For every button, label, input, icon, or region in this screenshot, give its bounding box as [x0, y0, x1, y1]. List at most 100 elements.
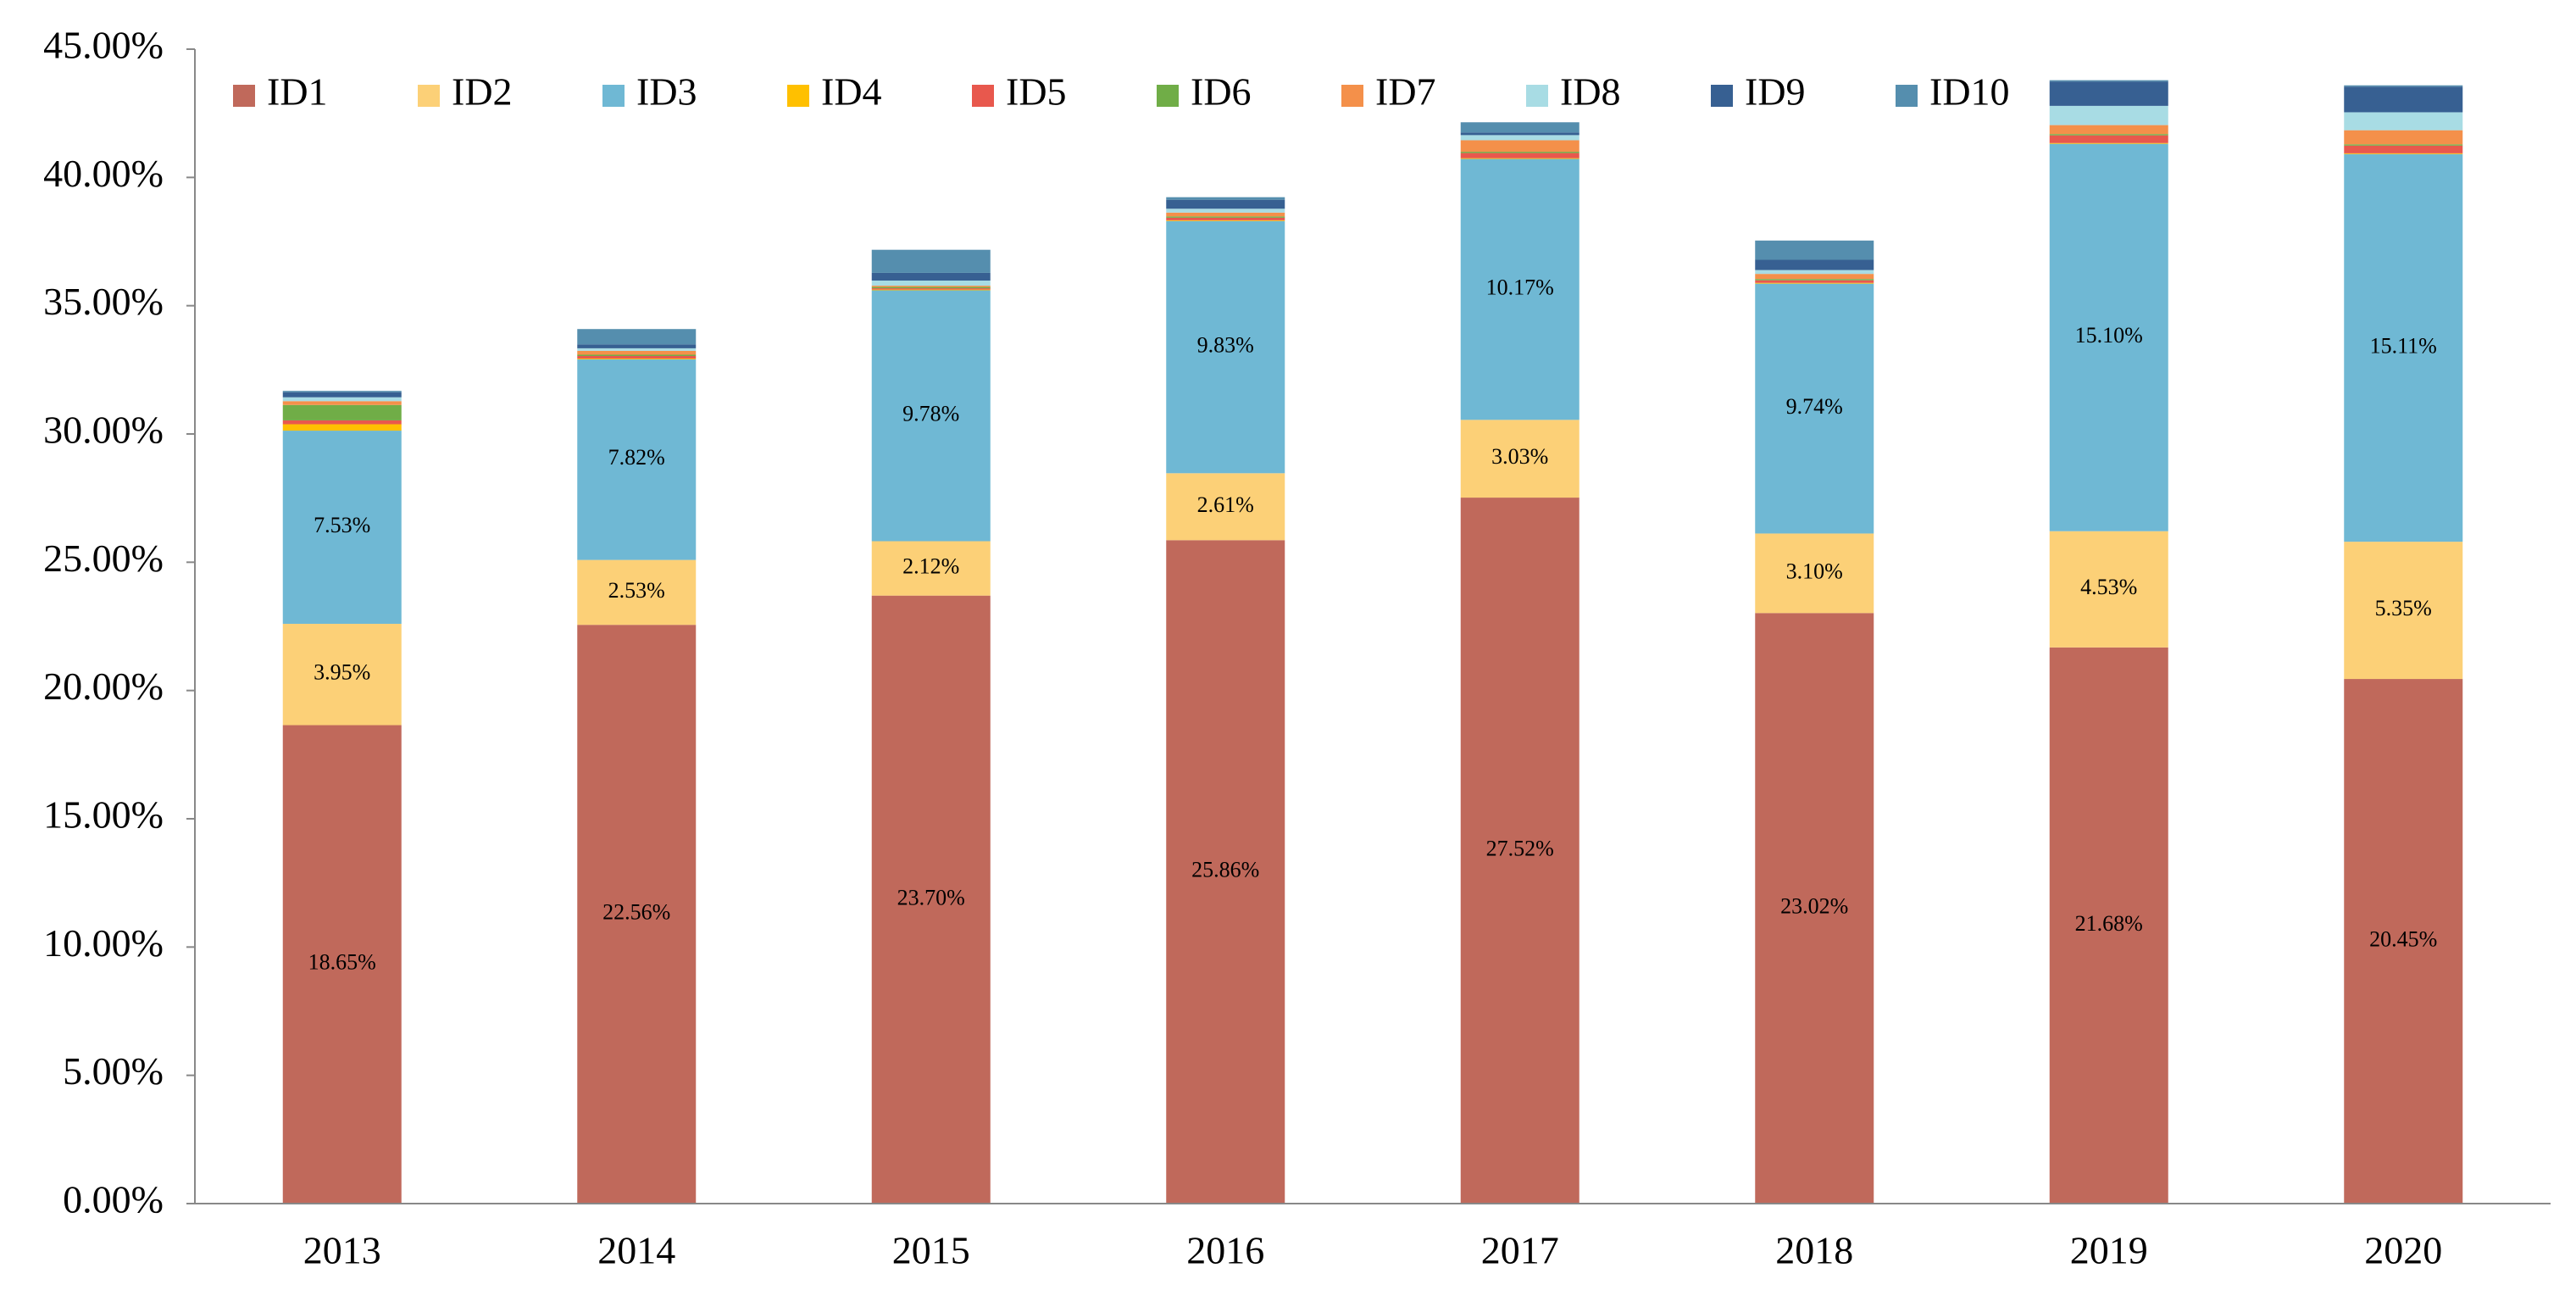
bar-segment-id7-2016: [1166, 212, 1285, 217]
bar-segment-id5-2013: [282, 420, 402, 425]
y-axis-ticks: 0.00% 5.00% 10.00% 15.00% 20.00% 25.00% 30.00%…: [43, 24, 195, 1221]
bar-segment-id6-2015: [871, 286, 991, 289]
data-label: 15.11%: [2370, 333, 2437, 358]
bar-segment-id6-2019: [2049, 134, 2168, 136]
bar-segment-id4-2020: [2344, 153, 2463, 154]
bar-segment-id2-2019: [2049, 531, 2168, 648]
bar-segment-id1-2017: [1460, 498, 1579, 1204]
data-label: 27.52%: [1486, 836, 1554, 860]
x-tick-label: 2020: [2364, 1229, 2442, 1272]
bar-segment-id2-2014: [577, 559, 697, 626]
bar-segment-id1-2016: [1166, 540, 1285, 1204]
bar-segment-id9-2014: [577, 344, 697, 348]
bar-segment-id1-2015: [871, 595, 991, 1204]
bar-segment-id10-2018: [1755, 240, 1874, 260]
bar-segment-id1-2014: [577, 625, 697, 1204]
bar-segment-id10-2020: [2344, 85, 2463, 87]
legend-swatch-id8: [1526, 85, 1548, 107]
data-label: 3.95%: [314, 660, 370, 685]
bar-segment-id1-2013: [282, 725, 402, 1204]
bar-segment-id3-2020: [2344, 153, 2463, 542]
data-label: 3.03%: [1491, 444, 1548, 469]
bar-segment-id1-2019: [2049, 647, 2168, 1204]
y-tick-label: 20.00%: [43, 665, 164, 708]
data-label: 23.70%: [897, 885, 965, 909]
y-tick-label: 30.00%: [43, 409, 164, 452]
bar-segment-id10-2019: [2049, 80, 2168, 82]
bar-segment-id5-2016: [1166, 217, 1285, 220]
data-label: 2.12%: [902, 554, 959, 579]
legend-label-id8: ID8: [1560, 70, 1621, 114]
bar-segment-id5-2019: [2049, 135, 2168, 143]
bar-segment-id10-2015: [871, 249, 991, 273]
legend-label-id4: ID4: [821, 70, 882, 114]
bar-segment-id5-2018: [1755, 280, 1874, 283]
data-label: 23.02%: [1780, 894, 1848, 919]
bar-segment-id7-2020: [2344, 130, 2463, 145]
bar-segment-id4-2013: [282, 424, 402, 431]
bar-segment-id2-2020: [2344, 542, 2463, 680]
data-label: 7.53%: [314, 513, 370, 537]
bar-segment-id6-2013: [282, 404, 402, 420]
data-label: 9.83%: [1197, 333, 1254, 358]
y-tick-label: 0.00%: [63, 1178, 164, 1221]
bar-segment-id8-2014: [577, 348, 697, 351]
bar-segment-id10-2017: [1460, 122, 1579, 133]
bar-segment-id7-2017: [1460, 140, 1579, 153]
bar-segment-id7-2013: [282, 401, 402, 405]
bar-segment-id3-2015: [871, 290, 991, 542]
bar-segment-id4-2016: [1166, 220, 1285, 221]
data-label: 15.10%: [2075, 323, 2143, 348]
y-tick-label: 35.00%: [43, 280, 164, 323]
legend-swatch-id9: [1711, 85, 1733, 107]
bar-segment-id9-2013: [282, 392, 402, 398]
bar-segment-id2-2018: [1755, 533, 1874, 614]
bar-segment-id6-2016: [1166, 216, 1285, 218]
bar-segment-id6-2014: [577, 354, 697, 356]
bar-segment-id4-2015: [871, 289, 991, 291]
legend-label-id10: ID10: [1929, 70, 2010, 114]
bar-segment-id5-2014: [577, 355, 697, 359]
x-tick-label: 2018: [1775, 1229, 1853, 1272]
bar-segment-id6-2018: [1755, 279, 1874, 281]
bar-segment-id3-2016: [1166, 220, 1285, 474]
bar-segment-id1-2020: [2344, 679, 2463, 1204]
bar-segment-id5-2015: [871, 288, 991, 290]
bar-segment-id7-2018: [1755, 274, 1874, 280]
bar-segment-id9-2020: [2344, 86, 2463, 113]
x-tick-label: 2014: [597, 1229, 675, 1272]
legend-swatch-id5: [972, 85, 994, 107]
bar-segment-id10-2016: [1166, 197, 1285, 200]
bar-segment-id3-2014: [577, 359, 697, 560]
x-tick-label: 2017: [1481, 1229, 1559, 1272]
legend-swatch-id10: [1896, 85, 1918, 107]
legend-label-id3: ID3: [636, 70, 697, 114]
bars: [282, 80, 2463, 1204]
bar-segment-id7-2019: [2049, 125, 2168, 135]
legend-label-id5: ID5: [1006, 70, 1067, 114]
legend-swatch-id6: [1157, 85, 1179, 107]
bar-segment-id9-2017: [1460, 132, 1579, 136]
legend: ID1 ID2 ID3 ID4 ID5 ID6 ID7 ID8 ID9 ID10: [233, 70, 2010, 114]
legend-swatch-id4: [787, 85, 809, 107]
data-label: 9.78%: [902, 401, 959, 425]
legend-label-id1: ID1: [267, 70, 328, 114]
bar-segment-id7-2014: [577, 350, 697, 355]
data-labels: 18.65% 3.95% 7.53% 22.56% 2.53% 7.82% 23.70% 2.…: [308, 275, 2438, 974]
bar-segment-id9-2016: [1166, 199, 1285, 209]
y-tick-label: 10.00%: [43, 921, 164, 965]
bar-segment-id5-2020: [2344, 145, 2463, 153]
bar-segment-id3-2017: [1460, 159, 1579, 420]
data-label: 20.45%: [2369, 926, 2437, 951]
bar-segment-id8-2017: [1460, 135, 1579, 141]
bar-segment-id8-2020: [2344, 112, 2463, 131]
legend-swatch-id2: [418, 85, 440, 107]
data-label: 21.68%: [2075, 911, 2143, 936]
bar-segment-id8-2013: [282, 397, 402, 402]
bar-segment-id2-2013: [282, 623, 402, 726]
data-label: 22.56%: [602, 900, 670, 925]
x-tick-label: 2016: [1186, 1229, 1264, 1272]
bar-segment-id3-2019: [2049, 143, 2168, 531]
bar-segment-id8-2016: [1166, 209, 1285, 213]
bar-segment-id1-2018: [1755, 613, 1874, 1204]
